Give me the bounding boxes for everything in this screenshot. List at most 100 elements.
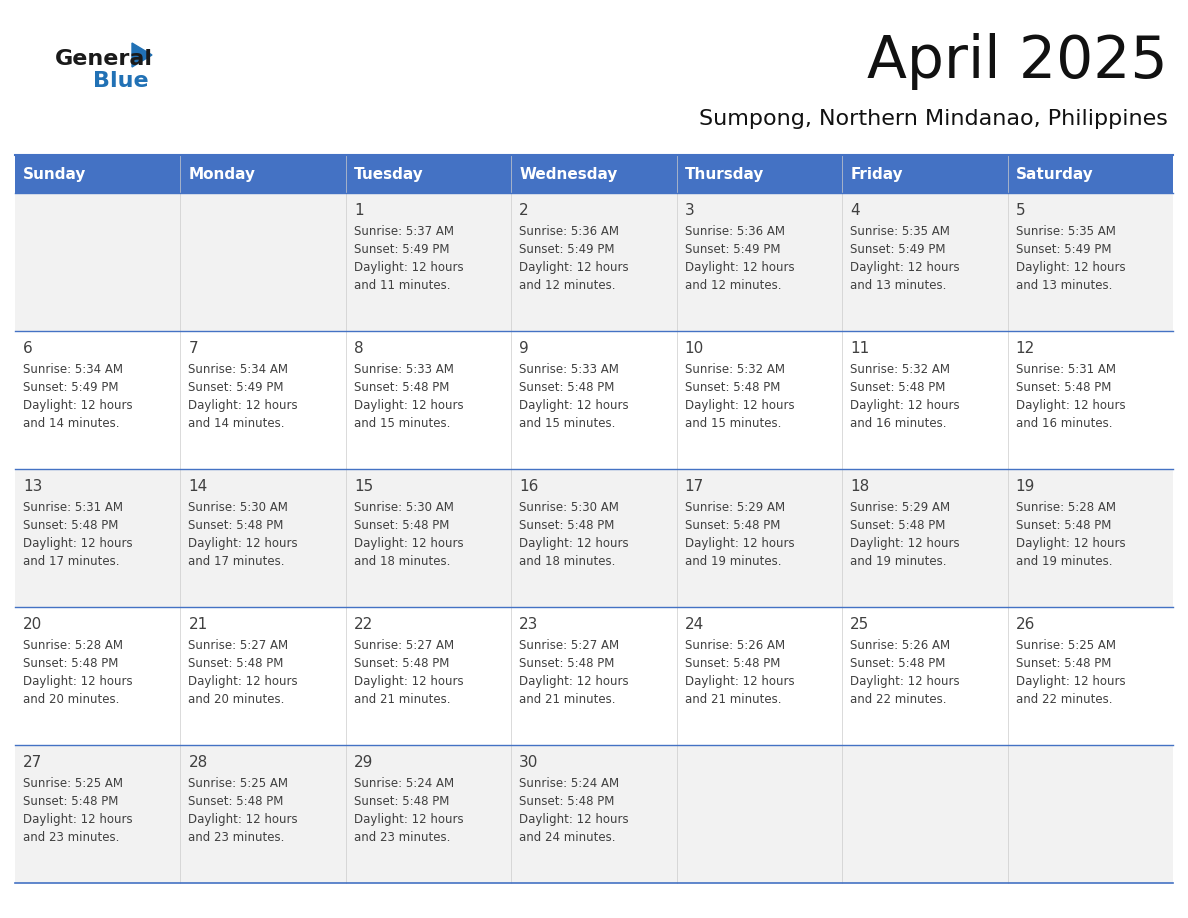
Text: 18: 18 — [851, 479, 870, 494]
Text: General: General — [55, 49, 153, 69]
Text: and 13 minutes.: and 13 minutes. — [851, 279, 947, 292]
Text: Sunset: 5:48 PM: Sunset: 5:48 PM — [519, 657, 614, 670]
Text: 22: 22 — [354, 617, 373, 632]
Text: Daylight: 12 hours: Daylight: 12 hours — [189, 813, 298, 826]
Bar — [842, 155, 1007, 193]
Text: Sunset: 5:49 PM: Sunset: 5:49 PM — [23, 381, 119, 394]
Text: 27: 27 — [23, 755, 43, 770]
Text: Sunrise: 5:28 AM: Sunrise: 5:28 AM — [1016, 501, 1116, 514]
Text: Sunrise: 5:25 AM: Sunrise: 5:25 AM — [1016, 639, 1116, 652]
Text: Sunrise: 5:28 AM: Sunrise: 5:28 AM — [23, 639, 124, 652]
Text: 17: 17 — [684, 479, 704, 494]
Text: Sunset: 5:49 PM: Sunset: 5:49 PM — [354, 243, 449, 256]
Text: Sunrise: 5:34 AM: Sunrise: 5:34 AM — [23, 363, 124, 376]
Text: Sunrise: 5:35 AM: Sunrise: 5:35 AM — [1016, 225, 1116, 238]
Text: Daylight: 12 hours: Daylight: 12 hours — [354, 675, 463, 688]
Text: and 19 minutes.: and 19 minutes. — [1016, 555, 1112, 568]
Text: Daylight: 12 hours: Daylight: 12 hours — [519, 813, 628, 826]
Text: Daylight: 12 hours: Daylight: 12 hours — [851, 537, 960, 550]
Text: and 21 minutes.: and 21 minutes. — [519, 693, 615, 706]
Bar — [511, 155, 677, 193]
Text: Sunset: 5:48 PM: Sunset: 5:48 PM — [354, 657, 449, 670]
Text: Wednesday: Wednesday — [519, 166, 618, 182]
Text: Sunrise: 5:24 AM: Sunrise: 5:24 AM — [354, 777, 454, 790]
Text: Daylight: 12 hours: Daylight: 12 hours — [189, 537, 298, 550]
Text: and 18 minutes.: and 18 minutes. — [354, 555, 450, 568]
Text: and 15 minutes.: and 15 minutes. — [354, 417, 450, 430]
Text: Sunset: 5:49 PM: Sunset: 5:49 PM — [189, 381, 284, 394]
Text: 10: 10 — [684, 341, 704, 356]
Bar — [181, 155, 346, 193]
Text: 3: 3 — [684, 203, 695, 218]
Text: 4: 4 — [851, 203, 860, 218]
Text: Sunrise: 5:30 AM: Sunrise: 5:30 AM — [354, 501, 454, 514]
Text: Sunset: 5:48 PM: Sunset: 5:48 PM — [519, 519, 614, 532]
Text: Sunset: 5:48 PM: Sunset: 5:48 PM — [189, 519, 284, 532]
Text: Sunrise: 5:27 AM: Sunrise: 5:27 AM — [354, 639, 454, 652]
Bar — [15, 745, 1173, 883]
Text: and 22 minutes.: and 22 minutes. — [1016, 693, 1112, 706]
Bar — [15, 469, 1173, 607]
Text: Daylight: 12 hours: Daylight: 12 hours — [684, 675, 795, 688]
Text: Sunset: 5:48 PM: Sunset: 5:48 PM — [189, 657, 284, 670]
Text: and 18 minutes.: and 18 minutes. — [519, 555, 615, 568]
Text: Thursday: Thursday — [684, 166, 764, 182]
Text: Sunrise: 5:26 AM: Sunrise: 5:26 AM — [851, 639, 950, 652]
Text: Sunrise: 5:32 AM: Sunrise: 5:32 AM — [851, 363, 950, 376]
Text: 29: 29 — [354, 755, 373, 770]
Text: Daylight: 12 hours: Daylight: 12 hours — [851, 261, 960, 274]
Bar — [677, 155, 842, 193]
Text: Daylight: 12 hours: Daylight: 12 hours — [1016, 537, 1125, 550]
Polygon shape — [132, 43, 152, 67]
Text: 1: 1 — [354, 203, 364, 218]
Text: 26: 26 — [1016, 617, 1035, 632]
Text: Sunset: 5:48 PM: Sunset: 5:48 PM — [684, 519, 781, 532]
Text: and 12 minutes.: and 12 minutes. — [519, 279, 615, 292]
Text: 28: 28 — [189, 755, 208, 770]
Text: 30: 30 — [519, 755, 538, 770]
Text: Daylight: 12 hours: Daylight: 12 hours — [354, 261, 463, 274]
Text: Saturday: Saturday — [1016, 166, 1093, 182]
Text: and 16 minutes.: and 16 minutes. — [1016, 417, 1112, 430]
Text: Sunset: 5:48 PM: Sunset: 5:48 PM — [23, 795, 119, 808]
Text: 20: 20 — [23, 617, 43, 632]
Text: Daylight: 12 hours: Daylight: 12 hours — [684, 399, 795, 412]
Text: Sunset: 5:48 PM: Sunset: 5:48 PM — [851, 381, 946, 394]
Text: Sunrise: 5:29 AM: Sunrise: 5:29 AM — [851, 501, 950, 514]
Text: Sunrise: 5:34 AM: Sunrise: 5:34 AM — [189, 363, 289, 376]
Text: Sunset: 5:48 PM: Sunset: 5:48 PM — [1016, 381, 1111, 394]
Text: Sunrise: 5:31 AM: Sunrise: 5:31 AM — [1016, 363, 1116, 376]
Text: and 21 minutes.: and 21 minutes. — [684, 693, 782, 706]
Text: and 17 minutes.: and 17 minutes. — [23, 555, 120, 568]
Text: 7: 7 — [189, 341, 198, 356]
Text: Sunset: 5:48 PM: Sunset: 5:48 PM — [519, 795, 614, 808]
Text: Daylight: 12 hours: Daylight: 12 hours — [189, 675, 298, 688]
Text: Daylight: 12 hours: Daylight: 12 hours — [1016, 261, 1125, 274]
Text: Sunrise: 5:33 AM: Sunrise: 5:33 AM — [519, 363, 619, 376]
Text: Sunset: 5:48 PM: Sunset: 5:48 PM — [23, 519, 119, 532]
Bar — [15, 607, 1173, 745]
Text: Sunset: 5:48 PM: Sunset: 5:48 PM — [851, 519, 946, 532]
Text: Sunset: 5:48 PM: Sunset: 5:48 PM — [354, 795, 449, 808]
Text: and 14 minutes.: and 14 minutes. — [189, 417, 285, 430]
Text: Daylight: 12 hours: Daylight: 12 hours — [1016, 675, 1125, 688]
Text: 24: 24 — [684, 617, 704, 632]
Text: April 2025: April 2025 — [867, 33, 1168, 90]
Text: Daylight: 12 hours: Daylight: 12 hours — [519, 399, 628, 412]
Text: 8: 8 — [354, 341, 364, 356]
Text: and 22 minutes.: and 22 minutes. — [851, 693, 947, 706]
Text: Daylight: 12 hours: Daylight: 12 hours — [354, 537, 463, 550]
Text: 15: 15 — [354, 479, 373, 494]
Text: Sunrise: 5:25 AM: Sunrise: 5:25 AM — [23, 777, 124, 790]
Bar — [15, 331, 1173, 469]
Text: and 17 minutes.: and 17 minutes. — [189, 555, 285, 568]
Text: and 20 minutes.: and 20 minutes. — [23, 693, 119, 706]
Text: and 23 minutes.: and 23 minutes. — [23, 831, 119, 844]
Text: Sunset: 5:48 PM: Sunset: 5:48 PM — [354, 381, 449, 394]
Bar — [15, 155, 181, 193]
Text: Sunrise: 5:27 AM: Sunrise: 5:27 AM — [189, 639, 289, 652]
Text: Sunrise: 5:33 AM: Sunrise: 5:33 AM — [354, 363, 454, 376]
Text: Sunset: 5:48 PM: Sunset: 5:48 PM — [1016, 657, 1111, 670]
Text: 25: 25 — [851, 617, 870, 632]
Text: and 13 minutes.: and 13 minutes. — [1016, 279, 1112, 292]
